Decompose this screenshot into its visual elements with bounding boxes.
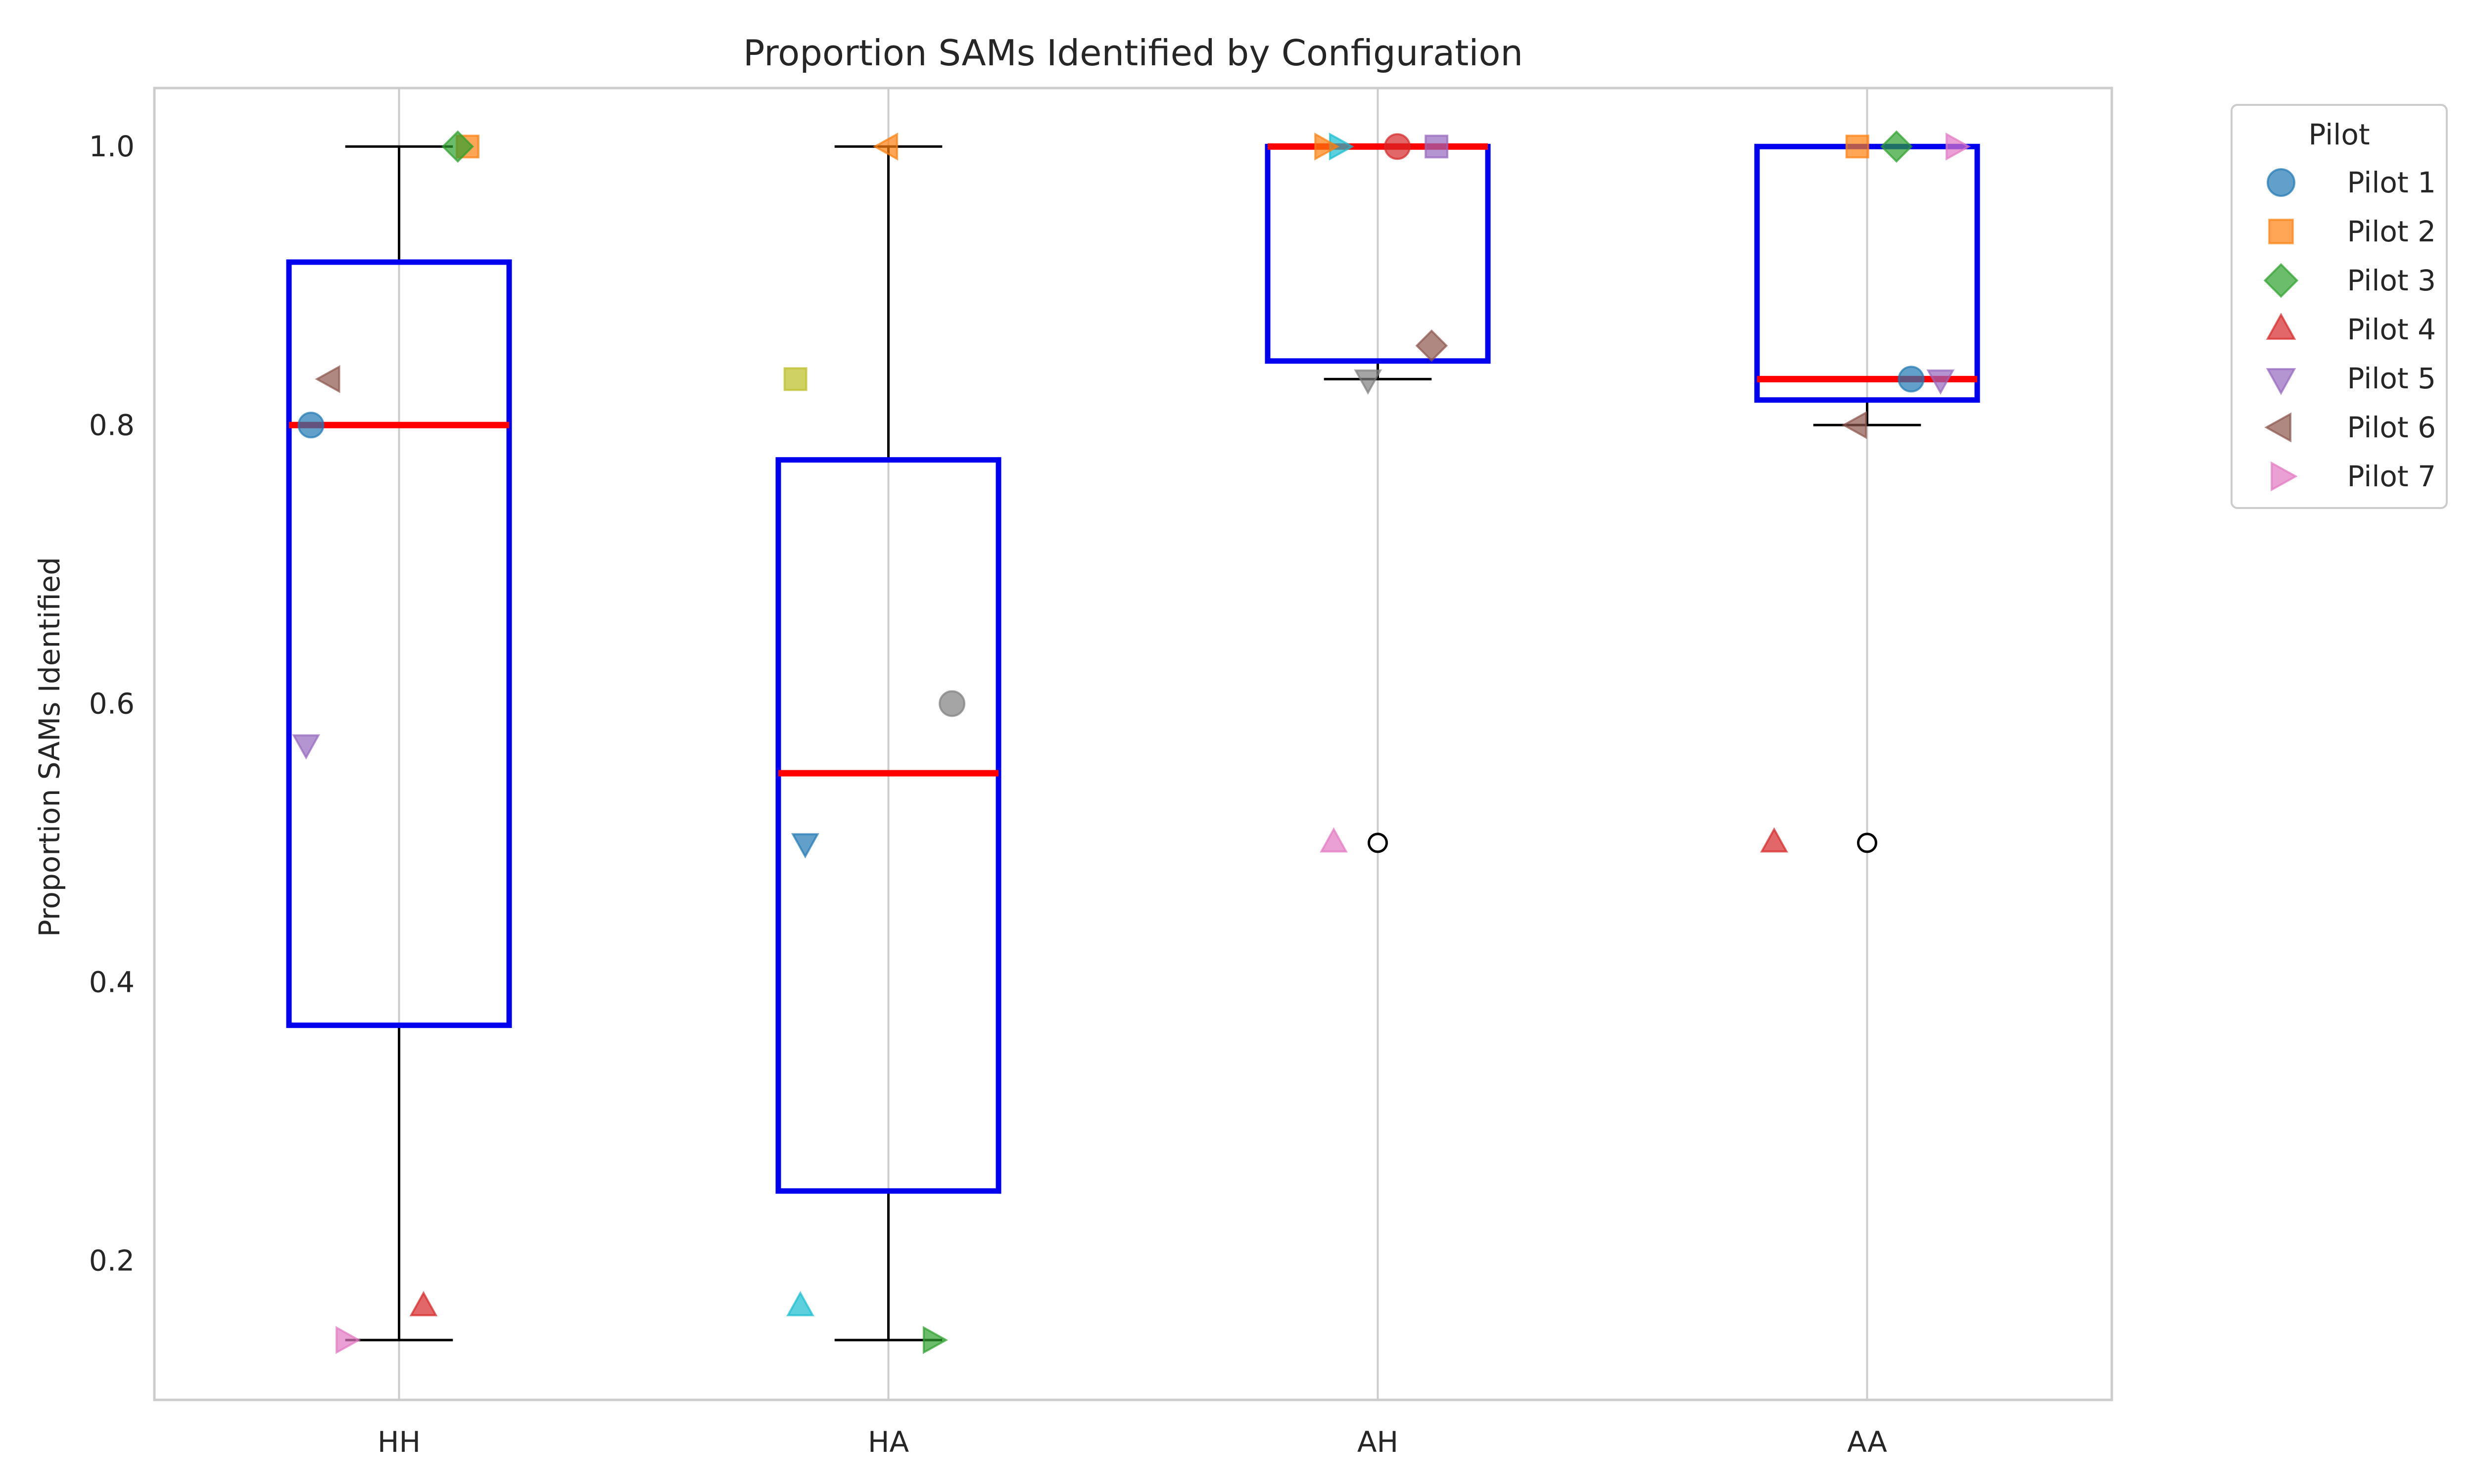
- data-point-hh: [315, 365, 340, 393]
- data-point-aa: [1898, 366, 1925, 393]
- legend-label: Pilot 2: [2347, 215, 2436, 248]
- legend-box: [2231, 104, 2448, 509]
- legend-label: Pilot 3: [2347, 264, 2436, 297]
- legend-marker: [2263, 263, 2299, 298]
- data-point-ah: [1354, 369, 1382, 395]
- legend-marker: [2271, 461, 2298, 492]
- data-point-ah: [1384, 133, 1411, 160]
- data-point-aa: [1926, 369, 1955, 395]
- x-tick-label-ha: HA: [868, 1425, 909, 1459]
- legend-label: Pilot 7: [2347, 460, 2436, 493]
- data-point-ha: [923, 1326, 949, 1354]
- data-point-ha: [939, 690, 966, 717]
- data-point-aa: [1946, 132, 1971, 161]
- data-point-ha: [783, 367, 808, 391]
- data-point-hh: [409, 1291, 438, 1316]
- data-point-ah: [1425, 135, 1449, 159]
- y-tick-label: 0.2: [89, 1244, 135, 1277]
- x-tick-label-hh: HH: [378, 1425, 421, 1459]
- legend-marker: [2267, 168, 2295, 197]
- data-point-hh: [297, 412, 325, 439]
- data-point-ah: [1415, 329, 1448, 362]
- legend-marker: [2268, 219, 2294, 244]
- y-tick-label: 0.6: [89, 687, 135, 720]
- x-tick-label-ah: AH: [1357, 1425, 1398, 1459]
- data-point-ha: [791, 833, 819, 859]
- outlier-ah: [1368, 833, 1388, 853]
- y-axis-label: Proportion SAMs Identified: [33, 557, 66, 937]
- y-tick-label: 0.8: [89, 408, 135, 442]
- legend-label: Pilot 5: [2347, 362, 2436, 395]
- data-point-ha: [786, 1291, 814, 1316]
- legend-label: Pilot 1: [2347, 166, 2436, 199]
- data-point-hh: [335, 1326, 361, 1354]
- y-tick-label: 1.0: [89, 130, 135, 163]
- box-hh: [286, 259, 512, 1028]
- chart-title: Proportion SAMs Identified by Configurat…: [743, 32, 1523, 74]
- data-point-aa: [1845, 135, 1869, 159]
- legend-label: Pilot 6: [2347, 411, 2436, 444]
- data-point-ha: [872, 132, 898, 161]
- x-tick-label-aa: AA: [1847, 1425, 1887, 1459]
- data-point-aa: [1760, 827, 1788, 853]
- data-point-hh: [292, 734, 320, 760]
- y-tick-label: 0.4: [89, 965, 135, 999]
- legend-label: Pilot 4: [2347, 313, 2436, 346]
- outlier-aa: [1857, 833, 1877, 853]
- data-point-hh: [441, 130, 475, 163]
- data-point-aa: [1842, 411, 1867, 439]
- plot-area: 0.2 0.4 0.6 0.8 1.0 HH HA AH AA: [89, 87, 2113, 1459]
- data-point-ah: [1320, 827, 1348, 853]
- legend-marker: [2266, 368, 2296, 395]
- legend: Pilot Pilot 1 Pilot 2 Pilot 3 Pilot 4 Pilot 5…: [2231, 104, 2448, 509]
- legend-marker: [2264, 412, 2291, 443]
- legend-marker: [2266, 313, 2296, 340]
- box-ha: [775, 457, 1001, 1194]
- data-point-aa: [1880, 130, 1913, 163]
- data-point-ah: [1314, 132, 1340, 161]
- legend-title: Pilot: [2308, 118, 2370, 151]
- plot-frame: [153, 87, 2113, 1401]
